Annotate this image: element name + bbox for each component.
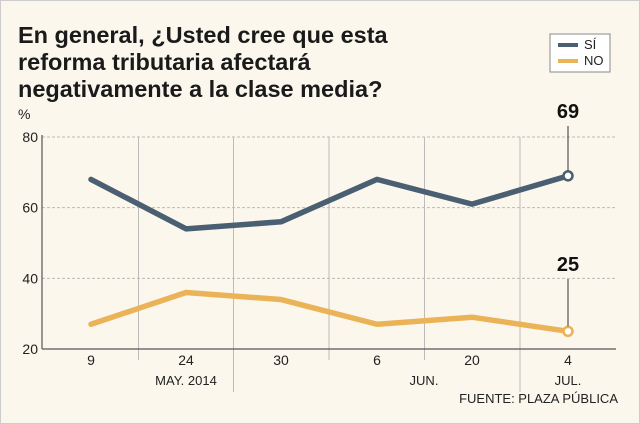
y-axis-unit: % <box>18 106 30 122</box>
x-tick-label: 24 <box>178 352 194 368</box>
y-tick-label: 20 <box>22 341 38 357</box>
source-note: FUENTE: PLAZA PÚBLICA <box>459 391 618 406</box>
end-value-label: 25 <box>557 254 579 276</box>
legend-label-no: NO <box>584 53 604 68</box>
end-labels: 69 25 <box>557 101 579 327</box>
y-tick-label: 80 <box>22 129 38 145</box>
end-point-marker <box>562 325 574 338</box>
legend-box <box>549 33 611 73</box>
end-point-marker <box>562 170 574 182</box>
chart-title-line-3: negativamente a la clase media? <box>18 76 382 102</box>
series-line-no <box>88 289 571 335</box>
x-tick-label: 6 <box>373 352 381 368</box>
legend-label-si: SÍ <box>584 37 597 52</box>
month-labels: MAY. 2014 JUN. JUL. <box>155 373 581 388</box>
series-lines <box>88 170 574 338</box>
legend: SÍ NO <box>549 33 611 73</box>
y-tick-label: 60 <box>22 200 38 216</box>
axes <box>41 135 616 350</box>
x-tick-label: 4 <box>564 352 572 368</box>
month-label: MAY. 2014 <box>155 373 217 388</box>
x-tick-labels: 9 24 30 6 20 4 <box>87 352 572 368</box>
month-label: JUL. <box>555 373 582 388</box>
x-tick-label: 20 <box>464 352 480 368</box>
month-label: JUN. <box>410 373 439 388</box>
chart-title-line-1: En general, ¿Usted cree que esta <box>18 22 389 48</box>
x-tick-label: 9 <box>87 352 95 368</box>
gridlines <box>42 136 616 392</box>
x-tick-label: 30 <box>273 352 289 368</box>
series-line-si <box>88 173 571 232</box>
y-tick-label: 40 <box>22 270 38 286</box>
y-tick-labels: 80 60 40 20 <box>22 129 38 357</box>
chart-title-line-2: reforma tributaria afectará <box>18 49 311 75</box>
end-value-label: 69 <box>557 101 579 123</box>
